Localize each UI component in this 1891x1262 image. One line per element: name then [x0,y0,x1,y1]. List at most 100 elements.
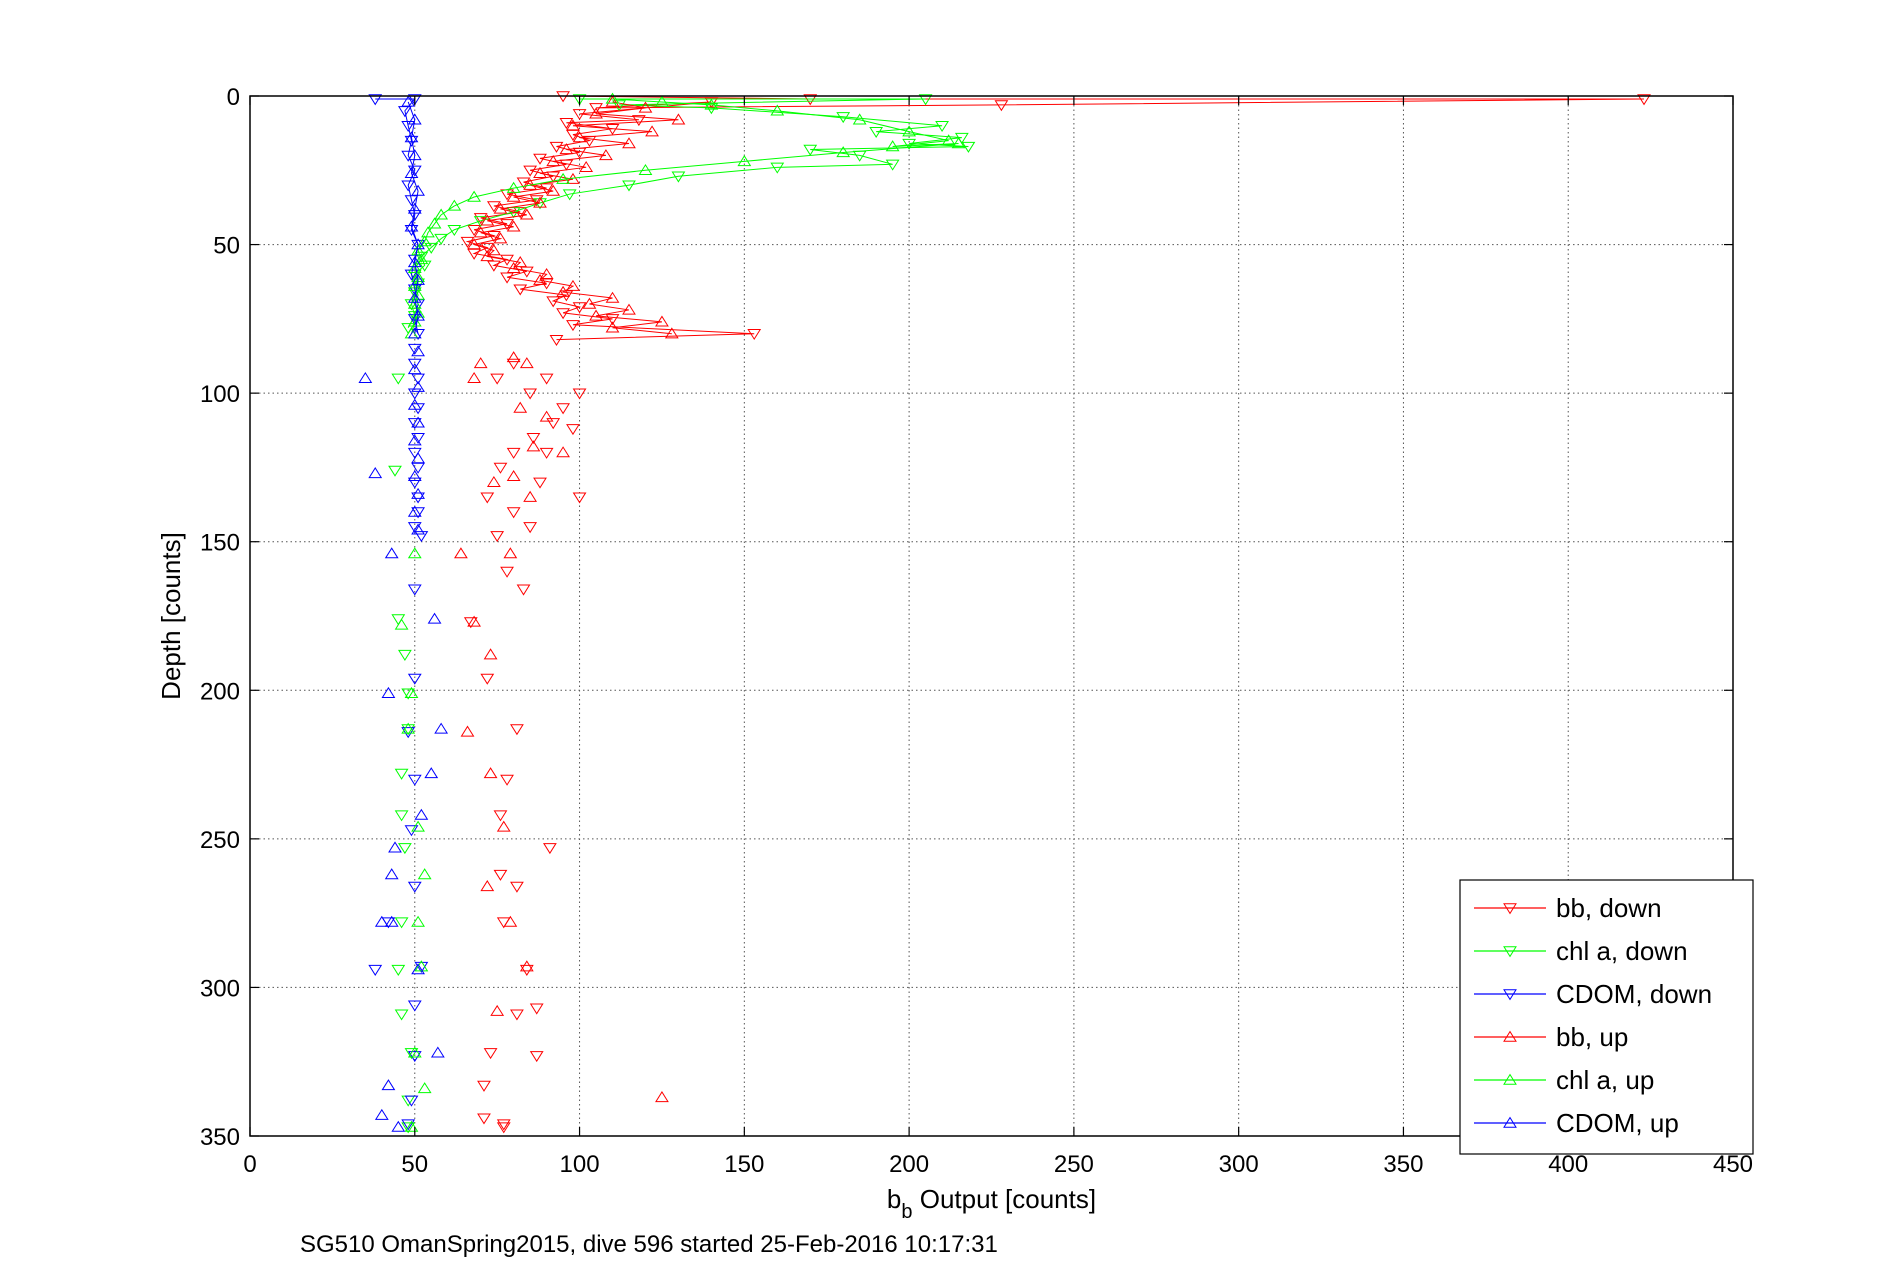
legend-label: CDOM, up [1556,1108,1679,1138]
data-point [566,279,580,291]
data-point [473,213,488,225]
data-point [447,225,462,237]
data-point [918,94,933,106]
data-point [519,960,534,972]
data-point [411,380,425,392]
y-tick-label: 350 [200,1124,240,1151]
legend-item: chl a, up [1474,1065,1654,1095]
data-point [671,113,686,125]
data-point [407,774,422,786]
data-point [414,253,429,265]
data-point [407,327,422,339]
data-point [519,208,534,220]
data-point [519,964,534,976]
data-point [704,103,719,115]
legend-item: CDOM, up [1474,1108,1679,1138]
legend-marker [1503,946,1517,958]
data-point [411,373,425,385]
data-point [562,189,577,201]
data-point [480,250,495,262]
data-point [411,244,425,256]
data-point [546,155,561,167]
data-point [506,507,521,519]
x-tick-label: 350 [1383,1151,1423,1178]
data-point [407,279,422,291]
data-point [566,424,580,436]
data-point [407,505,422,517]
y-axis-label: Depth [counts] [156,532,186,700]
data-point [467,225,481,237]
data-point [401,688,416,700]
data-point [500,272,514,284]
data-point [404,1120,419,1132]
legend-label: chl a, down [1556,936,1688,966]
data-point [391,373,406,385]
data-point [411,915,425,927]
series-line [472,101,679,335]
data-point [486,244,501,256]
data-point [503,547,518,559]
data-point [589,103,603,115]
data-point [994,100,1009,112]
data-point [961,141,976,153]
x-tick-label: 300 [1219,1151,1259,1178]
data-point [407,673,422,685]
data-point [533,153,547,165]
data-point [559,143,574,155]
data-point [546,184,561,196]
data-point [539,278,554,290]
data-point [566,119,580,131]
legend-marker [1503,989,1517,1001]
data-point [467,190,481,202]
data-point [631,115,646,127]
data-point [523,522,538,534]
data-point [622,303,636,315]
data-point [704,97,719,109]
data-point [401,121,416,133]
y-tick-label: 0 [227,84,240,111]
data-point [539,267,554,279]
data-point [447,199,462,211]
data-point [510,881,524,893]
data-point [411,523,425,535]
data-point [803,144,818,156]
legend-marker [1503,1030,1517,1042]
data-point [770,104,785,116]
x-axis-label-rest: Output [counts] [913,1184,1097,1214]
series-line [465,95,1645,341]
data-point [493,202,508,214]
data-point [490,531,505,543]
data-point [902,125,917,137]
data-point [605,95,620,107]
data-point [622,180,636,192]
data-point [480,492,495,504]
data-point [460,725,475,737]
data-point [401,1122,416,1134]
data-point [417,260,432,272]
data-point [529,1051,544,1063]
data-point [483,1048,498,1060]
data-point [704,98,719,110]
series-line [407,101,419,334]
data-point [513,284,528,296]
data-point [407,388,422,400]
data-point [404,220,419,232]
data-point [546,418,561,430]
data-point [407,881,422,893]
data-point [368,467,383,479]
data-point [490,373,505,385]
data-point [556,403,570,415]
data-point [434,233,449,245]
data-point [510,1009,524,1021]
data-point [411,184,425,196]
data-point [384,915,399,927]
data-point [394,618,409,630]
data-point [368,964,383,976]
data-point [655,95,669,107]
data-point [467,248,481,260]
data-point [493,462,508,474]
data-point [411,273,425,285]
data-point [477,1113,491,1125]
data-point [411,963,425,975]
data-point [374,915,389,927]
